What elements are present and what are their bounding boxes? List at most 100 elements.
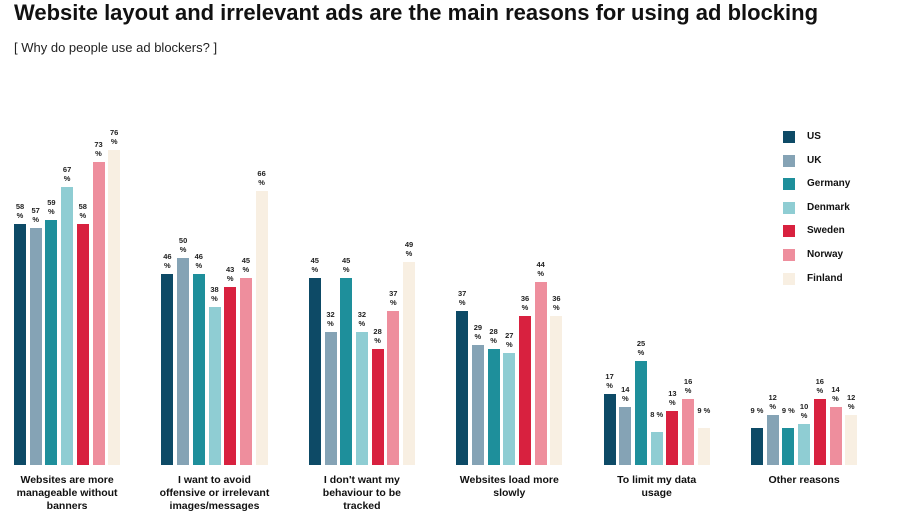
bar: [403, 261, 415, 465]
bar: [14, 224, 26, 465]
data-label: 12 %: [847, 393, 856, 412]
data-label: 8 %: [650, 409, 664, 419]
bar: [519, 315, 531, 465]
data-label: 13 %: [668, 389, 677, 408]
bar: [161, 274, 174, 465]
x-tick-label: I don't want my behaviour to be tracked: [322, 474, 401, 512]
bar: [619, 406, 632, 465]
data-label: 17 %: [605, 372, 614, 391]
bar: [813, 398, 826, 465]
data-label: 49 %: [404, 239, 414, 258]
bar: [798, 423, 811, 465]
bar: [635, 361, 647, 465]
data-label: 37 %: [458, 289, 467, 308]
bar: [487, 348, 500, 465]
data-label: 29 %: [473, 322, 483, 341]
bar: [255, 191, 268, 465]
legend-label: Denmark: [807, 201, 850, 213]
bar: [697, 427, 710, 465]
legend-swatch: [783, 225, 795, 238]
bar: [387, 311, 400, 465]
bar: [829, 406, 842, 465]
data-label: 50 %: [178, 235, 188, 254]
legend-swatch: [783, 154, 795, 167]
data-label: 37 %: [389, 289, 398, 308]
bar: [603, 394, 616, 465]
x-tick-label: Websites load more slowly: [459, 474, 559, 499]
data-label: 32 %: [326, 310, 335, 329]
data-label: 58 %: [78, 202, 87, 221]
data-label: 9 %: [750, 405, 764, 415]
data-label: 46 %: [194, 252, 203, 271]
legend-swatch: [783, 249, 795, 261]
x-tick-label: Other reasons: [768, 474, 840, 486]
data-label: 73 %: [94, 140, 103, 159]
data-label: 38 %: [210, 285, 219, 304]
data-label: 44 %: [536, 260, 545, 279]
bar: [340, 278, 353, 465]
bar: [845, 415, 858, 465]
data-label: 36 %: [552, 293, 561, 312]
bar: [108, 149, 121, 465]
data-label: 28 %: [489, 326, 498, 345]
data-label: 45 %: [342, 256, 351, 275]
legend-swatch: [783, 272, 795, 285]
data-label: 32 %: [357, 310, 367, 329]
data-label: 46 %: [163, 252, 172, 271]
chart-subtitle: [ Why do people use ad blockers? ]: [14, 40, 218, 55]
data-label: 14 %: [621, 384, 630, 403]
x-tick-label: To limit my data usage: [617, 474, 697, 499]
bar: [177, 257, 190, 465]
legend-label: Norway: [807, 249, 844, 260]
data-label: 67 %: [62, 164, 72, 183]
data-label: 16 %: [683, 376, 693, 395]
data-label: 25 %: [636, 339, 646, 358]
bar: [682, 398, 695, 465]
bar: [650, 431, 663, 465]
data-label: 58 %: [15, 202, 25, 221]
data-label: 76 %: [110, 127, 119, 146]
bar: [534, 282, 547, 465]
data-label: 66 %: [257, 169, 266, 188]
data-label: 27 %: [505, 330, 514, 349]
chart-title: Website layout and irrelevant ads are th…: [14, 0, 819, 25]
legend-label: Sweden: [807, 225, 845, 237]
bar: [61, 186, 74, 465]
bar: [782, 427, 795, 465]
bar: [355, 332, 368, 465]
data-label: 14 %: [831, 384, 840, 403]
data-label: 57 %: [31, 206, 40, 225]
legend-label: US: [807, 131, 821, 142]
bar: [766, 415, 779, 465]
data-label: 59 %: [47, 198, 56, 217]
bar: [503, 352, 516, 465]
data-label: 45 %: [310, 256, 319, 275]
x-tick-label: Websites are more manageable without ban…: [16, 474, 118, 512]
bar: [371, 348, 384, 465]
data-label: 9 %: [781, 405, 795, 415]
bar: [45, 220, 58, 465]
data-label: 43 %: [226, 264, 235, 283]
data-label: 36 %: [520, 293, 530, 312]
legend-swatch: [783, 201, 795, 214]
bar: [29, 228, 42, 465]
data-label: 16 %: [815, 376, 824, 395]
bar: [550, 315, 563, 465]
bar: [751, 427, 763, 465]
data-label: 28 %: [373, 326, 382, 345]
bar: [456, 311, 469, 465]
data-label: 9 %: [697, 405, 711, 415]
legend-label: Germany: [807, 178, 851, 190]
legend-label: UK: [807, 154, 822, 166]
bar: [239, 278, 252, 465]
data-label: 10 %: [799, 401, 809, 420]
data-label: 45 %: [241, 256, 251, 275]
legend-swatch: [783, 178, 795, 191]
legend-swatch: [783, 131, 795, 143]
bar: [224, 286, 237, 465]
bar: [192, 274, 205, 465]
bar: [208, 307, 221, 465]
x-tick-label: I want to avoid offensive or irrelevant …: [159, 474, 270, 512]
data-label: 12 %: [768, 393, 777, 412]
